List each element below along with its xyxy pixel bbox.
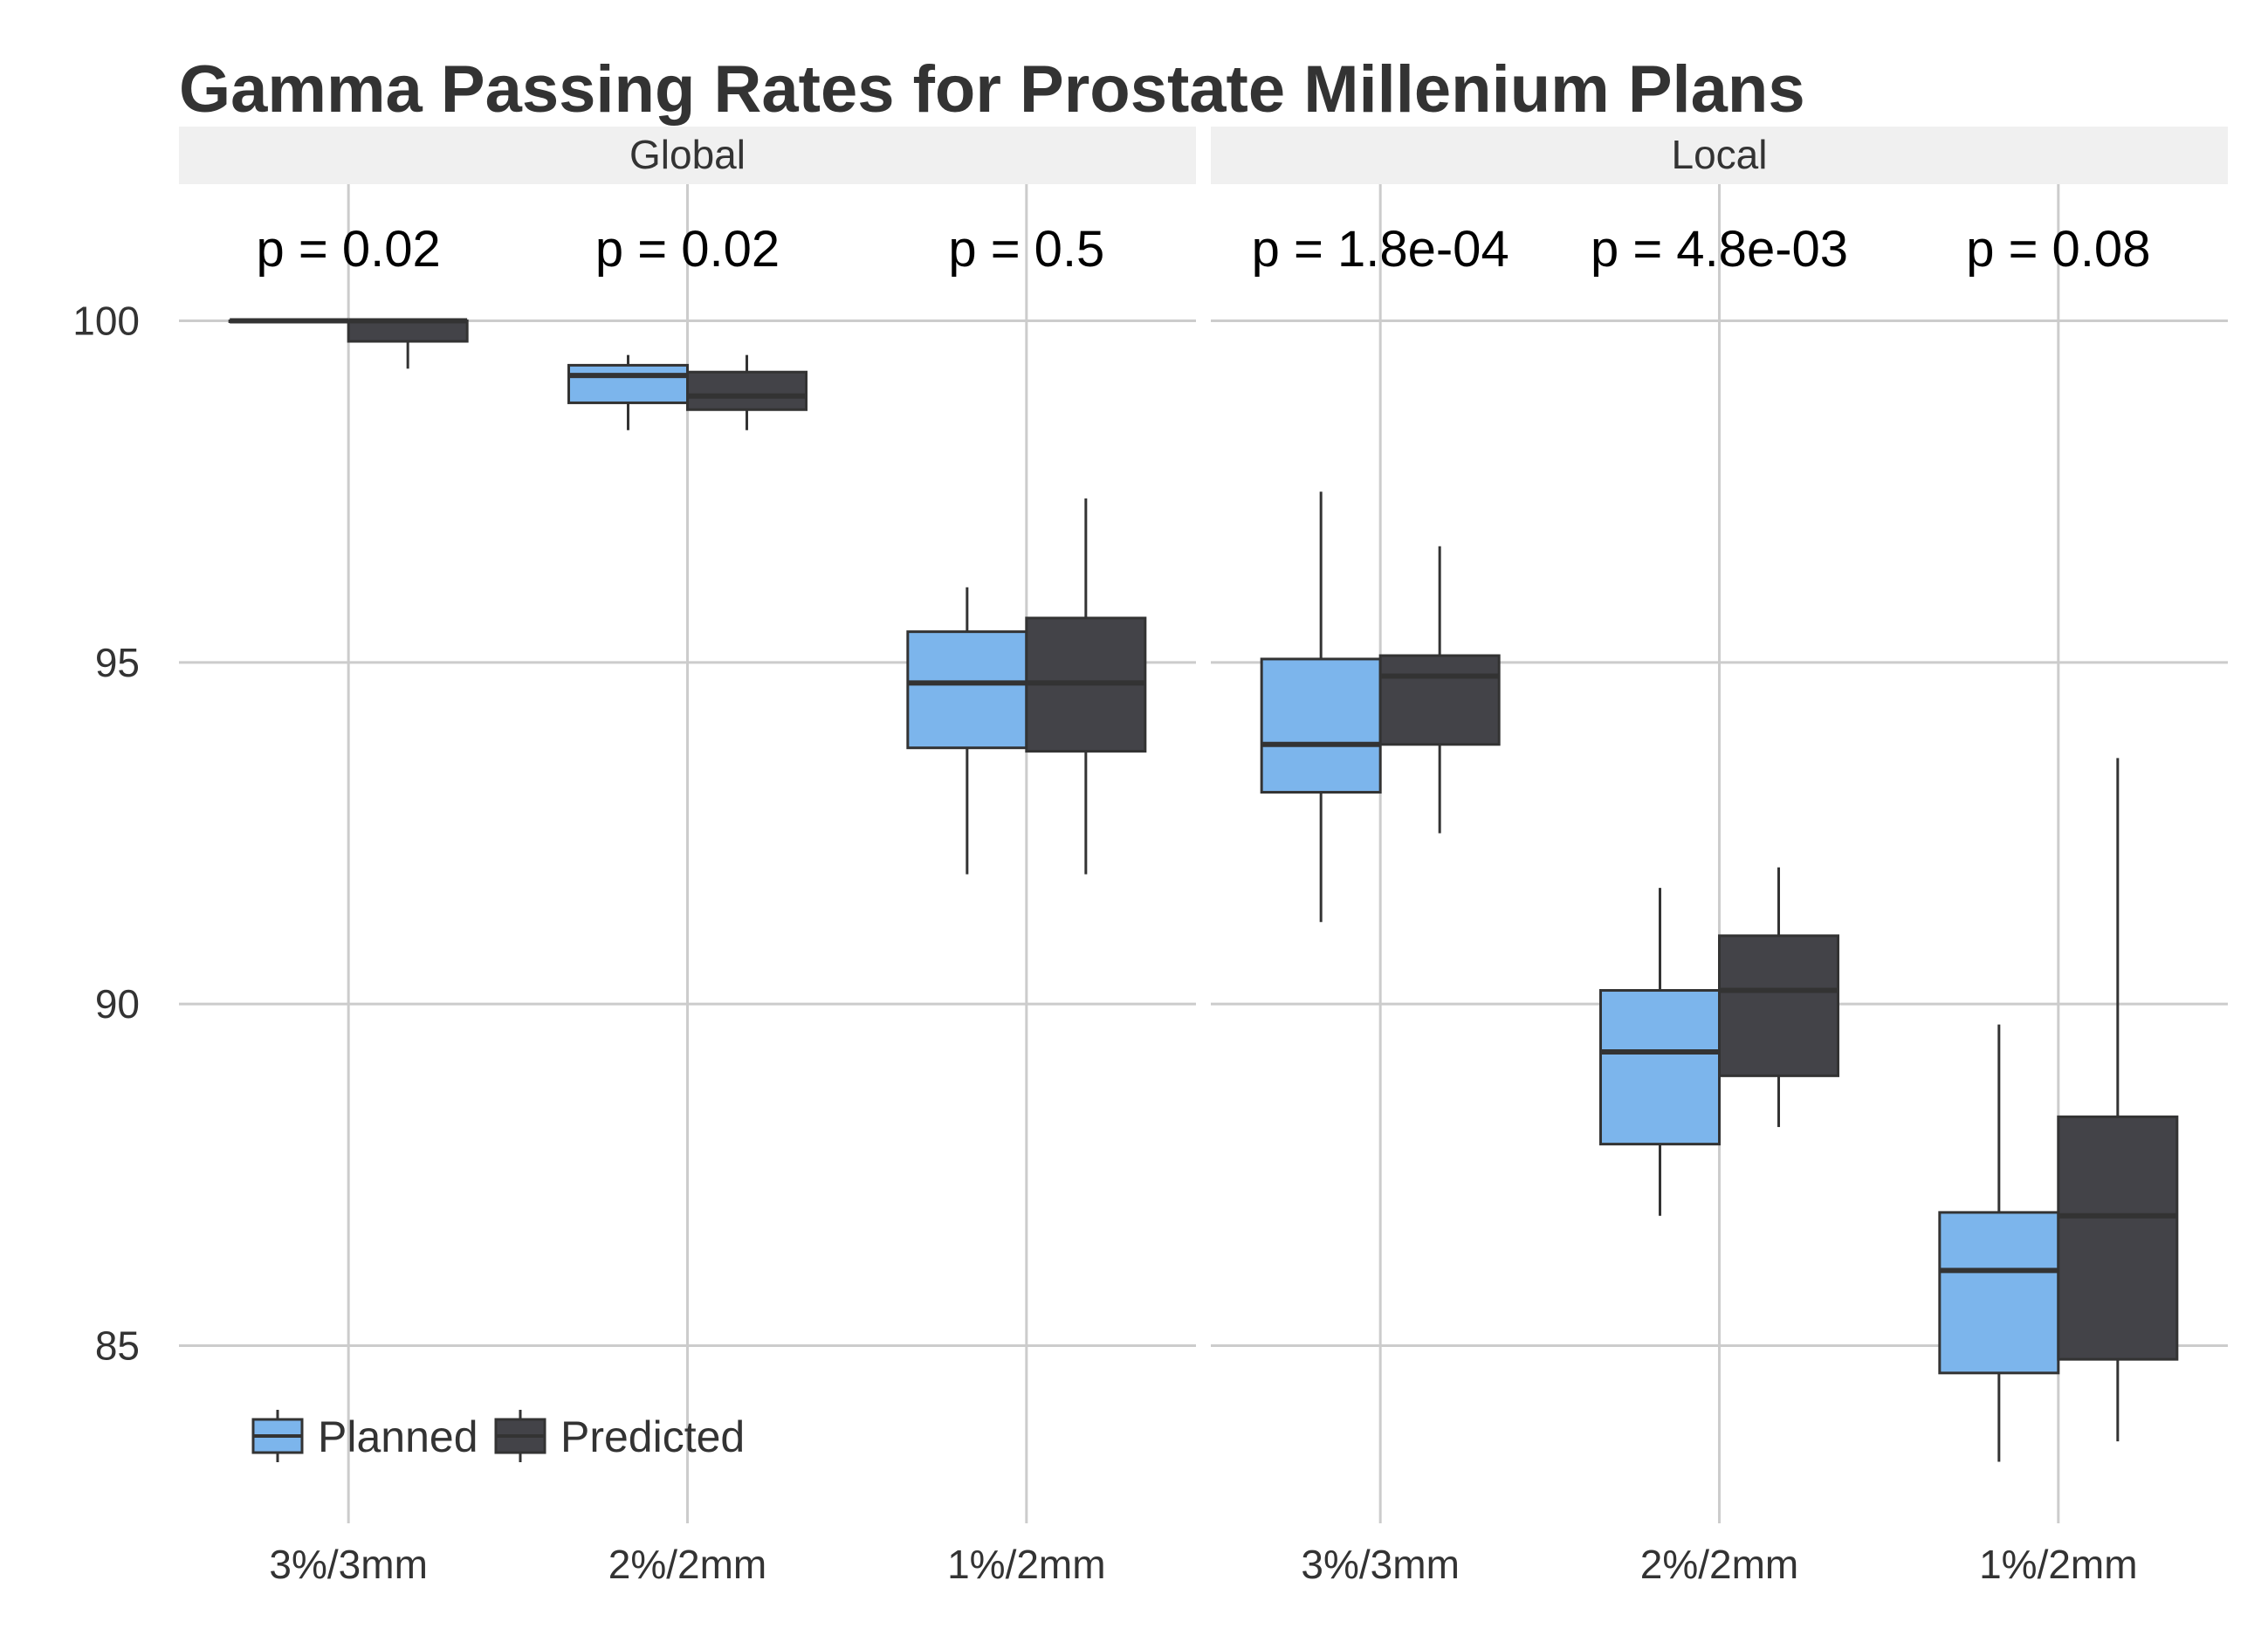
box-group-1%/2mm: p = 0.08 1%/2mm <box>1938 221 2179 1587</box>
p-value-label: p = 0.5 <box>948 221 1104 278</box>
x-tick-label: 2%/2mm <box>1640 1542 1798 1587</box>
box-group-3%/3mm: p = 0.02 3%/3mm <box>228 221 469 1587</box>
box-predicted <box>1718 934 1839 1077</box>
legend-item-planned: Planned <box>251 1410 478 1462</box>
box-planned <box>1260 657 1382 794</box>
x-tick-label: 1%/2mm <box>947 1542 1105 1587</box>
strip-background <box>179 127 1196 184</box>
box-planned <box>1599 989 1721 1146</box>
x-tick-label: 3%/3mm <box>1301 1542 1459 1587</box>
x-tick-label: 3%/3mm <box>269 1542 427 1587</box>
p-value-label: p = 1.8e-04 <box>1252 221 1509 278</box>
box-planned <box>567 363 689 404</box>
p-value-label: p = 4.8e-03 <box>1591 221 1848 278</box>
box-predicted <box>1378 654 1501 746</box>
legend-item-predicted: Predicted <box>494 1410 745 1462</box>
box-predicted <box>347 319 469 343</box>
box-group-3%/3mm: p = 1.8e-04 3%/3mm <box>1252 221 1509 1587</box>
y-tick-label-95: 95 <box>95 640 140 685</box>
chart-title: Gamma Passing Rates for Prostate Milleni… <box>179 52 1805 127</box>
box-planned <box>1938 1211 2060 1375</box>
legend-label-predicted: Predicted <box>560 1412 745 1461</box>
strip-background <box>1211 127 2228 184</box>
p-value-label: p = 0.02 <box>257 221 441 278</box>
box-group-2%/2mm: p = 0.02 2%/2mm <box>567 221 808 1587</box>
box-group-1%/2mm: p = 0.5 1%/2mm <box>906 221 1147 1587</box>
p-value-label: p = 0.02 <box>595 221 780 278</box>
strip-label-global: Global <box>629 132 746 177</box>
box-predicted <box>686 370 808 411</box>
box-planned <box>906 630 1028 750</box>
legend: Planned Predicted <box>251 1410 745 1462</box>
x-tick-label: 2%/2mm <box>608 1542 766 1587</box>
strip-label-local: Local <box>1672 132 1768 177</box>
box-predicted <box>2057 1115 2179 1361</box>
y-tick-label-90: 90 <box>95 981 140 1027</box>
x-tick-label: 1%/2mm <box>1979 1542 2137 1587</box>
p-value-label: p = 0.08 <box>1966 221 2150 278</box>
panels-layer: 85 90 95 100 Global p = 0.02 3%/3mm p = 0.02 2%/… <box>72 127 2228 1587</box>
box-group-2%/2mm: p = 4.8e-03 2%/2mm <box>1591 221 1848 1587</box>
y-tick-label-85: 85 <box>95 1323 140 1369</box>
y-tick-label-100: 100 <box>72 299 140 344</box>
legend-label-planned: Planned <box>318 1412 478 1461</box>
